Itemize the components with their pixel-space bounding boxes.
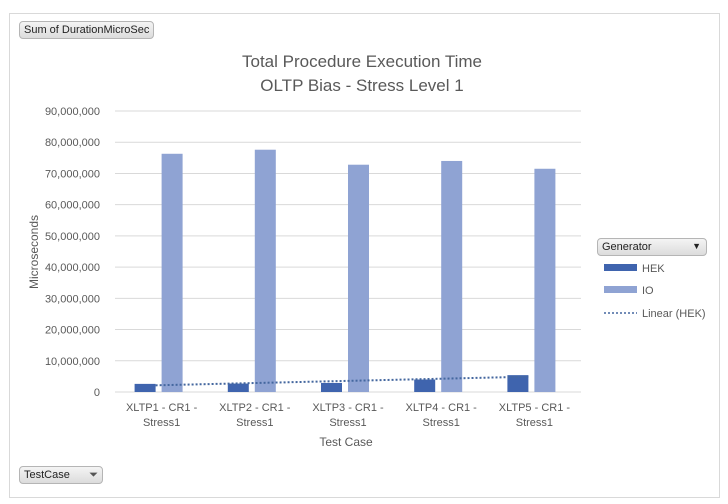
chart-frame bbox=[9, 13, 720, 498]
filter-icon: ⏷ bbox=[89, 469, 98, 481]
axis-field-button[interactable]: TestCase ⏷ bbox=[19, 466, 103, 484]
axis-field-label: TestCase bbox=[24, 469, 70, 481]
legend-field-button[interactable]: Generator ▼ bbox=[597, 238, 707, 256]
legend-field-label: Generator bbox=[602, 241, 652, 253]
value-field-button[interactable]: Sum of DurationMicroSec bbox=[19, 21, 155, 39]
chevron-down-icon: ▼ bbox=[692, 241, 701, 251]
